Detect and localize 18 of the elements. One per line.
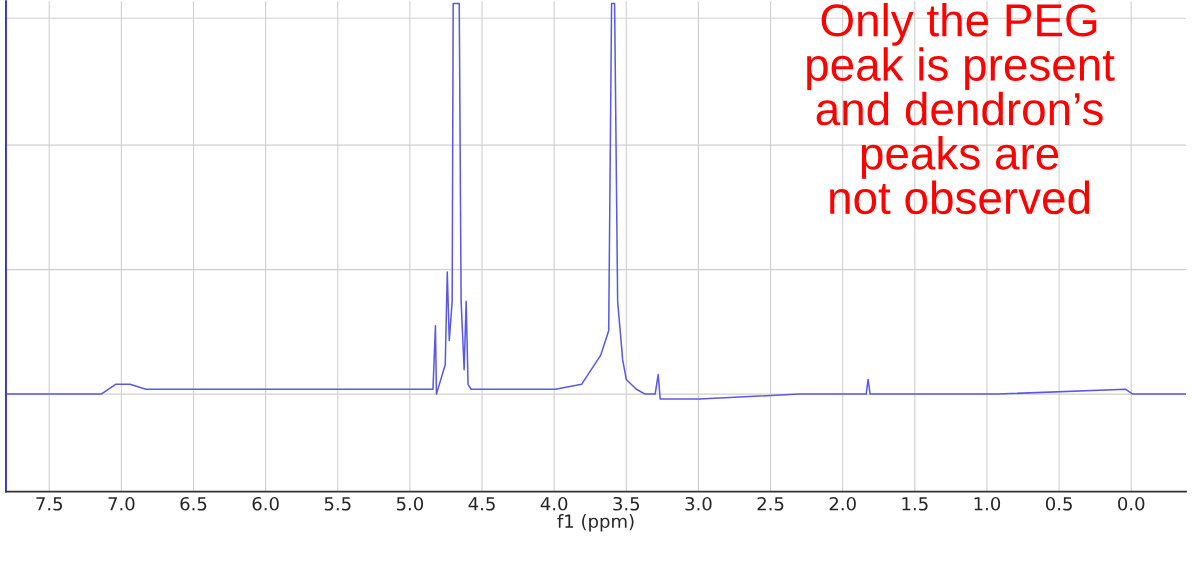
x-tick-label: 7.5 (36, 497, 63, 511)
x-tick-label: 4.0 (540, 496, 568, 511)
x-tick-label: 1.0 (974, 496, 1001, 511)
x-tick-label: 1.5 (902, 497, 928, 511)
x-tick-label: 2.0 (829, 496, 856, 511)
x-tick-label: 3.0 (685, 496, 712, 511)
x-tick-label: 6.0 (252, 496, 279, 511)
x-axis-title: f1 (ppm) (557, 514, 634, 532)
x-tick-label: 0.0 (1118, 496, 1145, 511)
x-tick-label: 7.0 (108, 496, 135, 511)
x-tick-label: 2.5 (757, 496, 784, 511)
x-tick-label: 5.5 (324, 497, 351, 511)
annotation: Only the PEG peak is present and dendron’s peaks are not observed (807, 2, 1115, 215)
x-tick-label: 6.5 (180, 496, 207, 511)
x-tick-label: 3.5 (613, 496, 640, 511)
x-tick-label: 0.5 (1045, 496, 1072, 511)
x-tick-label: 5.0 (396, 496, 424, 511)
x-tick-label: 4.5 (468, 497, 495, 511)
